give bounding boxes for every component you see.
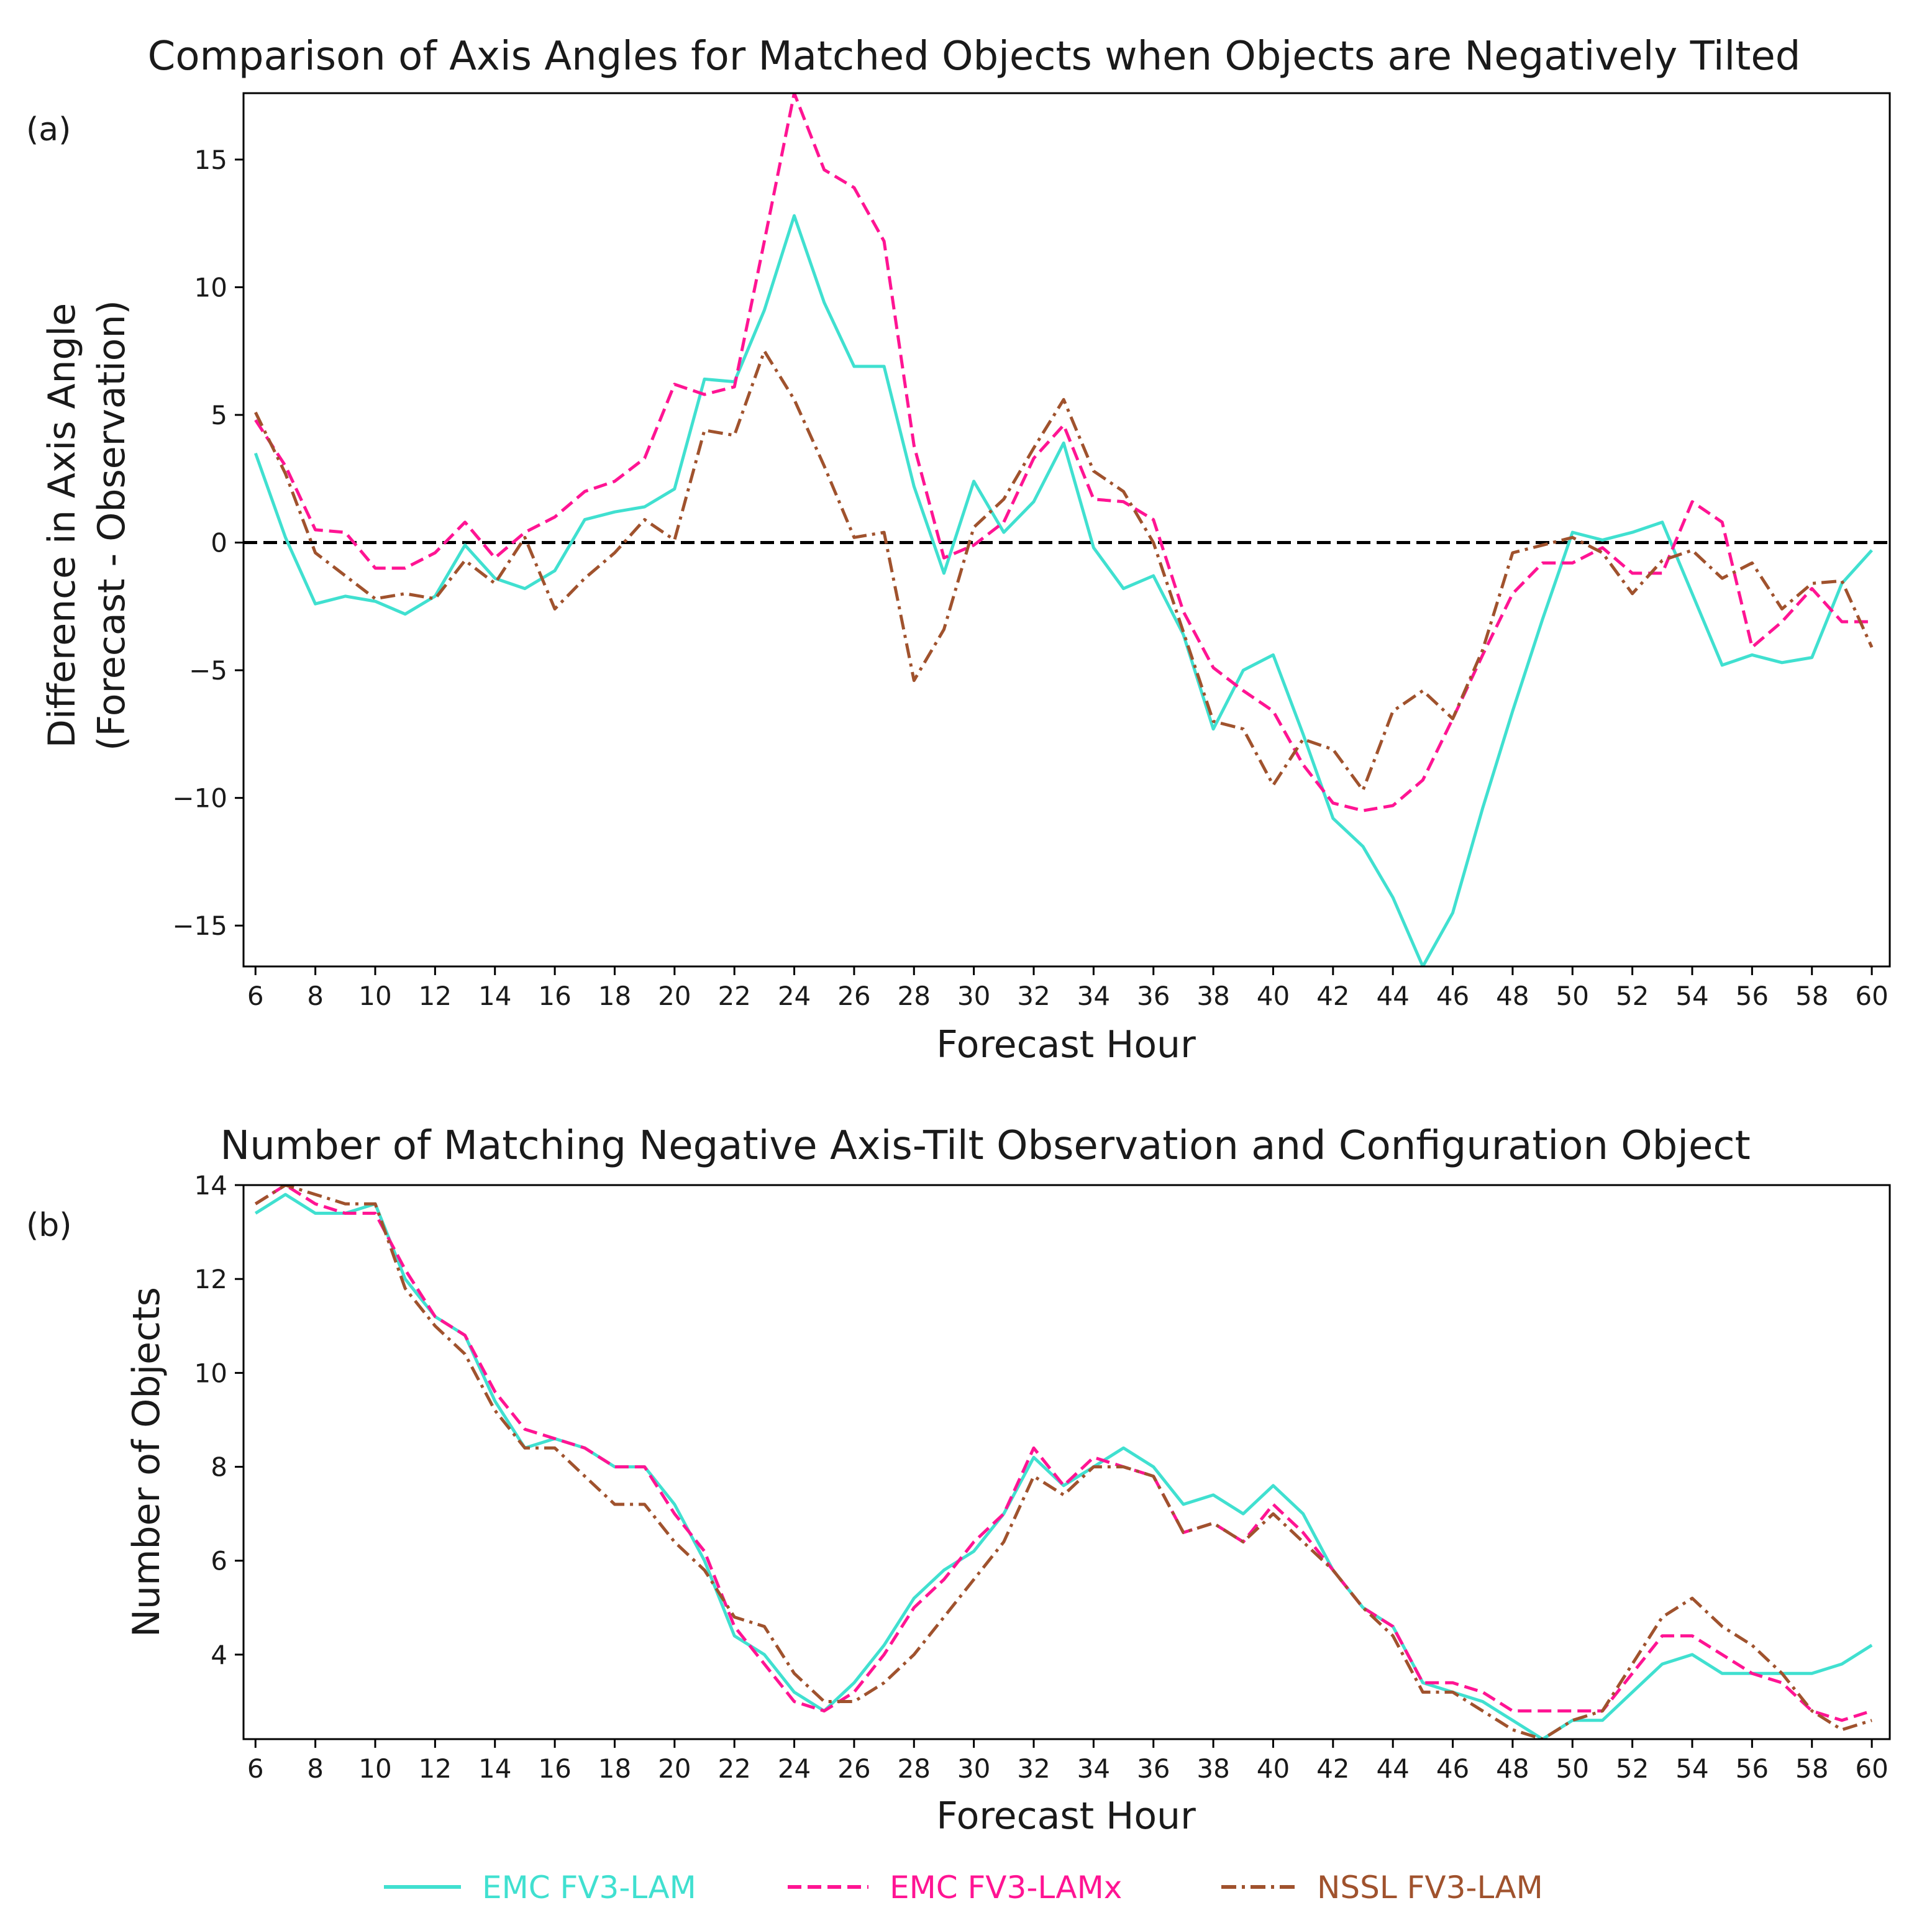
chart-b-ytick-label: 12	[194, 1264, 227, 1294]
chart-b-xtick-label: 38	[1196, 1753, 1229, 1784]
chart-a-xtick-label: 38	[1196, 981, 1229, 1011]
chart-a-xtick-label: 44	[1376, 981, 1409, 1011]
chart-a-xtick-label: 40	[1257, 981, 1290, 1011]
chart-b-xtick-label: 12	[419, 1753, 452, 1784]
chart-a-series-emc-fv3-lamx	[254, 93, 1872, 812]
chart-a-plot: 6 8 10 12 14 16 18 20 22 24 26 28 30 32 34 36 38 40 42 44 46…	[172, 92, 1891, 1011]
chart-a-xtick-label: 28	[898, 981, 931, 1011]
chart-a-title: Comparison of Axis Angles for Matched Ob…	[148, 34, 1801, 80]
legend-label-nssl-fv3-lam: NSSL FV3-LAM	[1317, 1870, 1543, 1906]
chart-b-xtick-label: 28	[898, 1753, 931, 1784]
chart-b-ytick-label: 14	[194, 1170, 227, 1201]
chart-b-xtick-label: 46	[1436, 1753, 1469, 1784]
chart-b-xtick-label: 50	[1556, 1753, 1589, 1784]
chart-a-xtick-label: 42	[1316, 981, 1349, 1011]
chart-a-ytick-label: 15	[194, 145, 227, 175]
chart-b-ytick-label: 6	[211, 1546, 227, 1576]
chart-b-xtick-label: 40	[1257, 1753, 1290, 1784]
chart-b-title: Number of Matching Negative Axis-Tilt Ob…	[220, 1123, 1750, 1169]
chart-a-xlabel: Forecast Hour	[936, 1023, 1196, 1066]
chart-a-xtick-label: 8	[307, 981, 324, 1011]
chart-a-xtick-label: 32	[1017, 981, 1050, 1011]
chart-a-xtick-label: 34	[1077, 981, 1110, 1011]
chart-a-xtick-label: 20	[658, 981, 691, 1011]
chart-b-xtick-label: 26	[837, 1753, 870, 1784]
chart-a-xtick-label: 36	[1137, 981, 1170, 1011]
chart-a-ylabel-line1: Difference in Axis Angle	[40, 303, 84, 748]
chart-a-panel-label: (a)	[26, 111, 71, 148]
chart-b-xtick-label: 14	[478, 1753, 511, 1784]
chart-a-ytick-label: 5	[211, 400, 227, 430]
chart-a-ytick-label: 10	[194, 272, 227, 302]
chart-a-xtick-label: 46	[1436, 981, 1469, 1011]
chart-a-xtick-label: 10	[358, 981, 391, 1011]
chart-a-xtick-label: 12	[419, 981, 452, 1011]
chart-b-xtick-label: 48	[1496, 1753, 1529, 1784]
chart-b-xtick-label: 44	[1376, 1753, 1409, 1784]
chart-a-xtick-label: 18	[598, 981, 631, 1011]
legend-label-emc-fv3-lamx: EMC FV3-LAMx	[890, 1870, 1122, 1906]
chart-a-xtick-label: 14	[478, 981, 511, 1011]
chart-a-xtick-label: 48	[1496, 981, 1529, 1011]
legend: EMC FV3-LAM EMC FV3-LAMx NSSL FV3-LAM	[384, 1870, 1543, 1906]
chart-b-xtick-label: 52	[1616, 1753, 1649, 1784]
chart-b-xtick-label: 56	[1736, 1753, 1769, 1784]
chart-a-frame	[242, 92, 1891, 968]
chart-a-xtick-label: 30	[957, 981, 990, 1011]
chart-a-ytick-label: −5	[189, 655, 227, 686]
chart-b-xtick-label: 36	[1137, 1753, 1170, 1784]
chart-a-xtick-label: 54	[1675, 981, 1708, 1011]
chart-b-xtick-label: 60	[1855, 1753, 1888, 1784]
chart-b-xtick-label: 20	[658, 1753, 691, 1784]
chart-a-xtick-label: 60	[1855, 981, 1888, 1011]
chart-a-xtick-label: 22	[718, 981, 750, 1011]
chart-b-xlabel: Forecast Hour	[936, 1794, 1196, 1838]
chart-a-xtick-label: 50	[1556, 981, 1589, 1011]
chart-a-xtick-label: 24	[778, 981, 811, 1011]
chart-a-ytick-label: −15	[172, 911, 227, 941]
chart-b-xtick-label: 30	[957, 1753, 990, 1784]
chart-b-xtick-label: 54	[1675, 1753, 1708, 1784]
chart-b-xtick-label: 10	[358, 1753, 391, 1784]
chart-b-panel-label: (b)	[26, 1207, 72, 1244]
chart-a-ytick-label: 0	[211, 528, 227, 558]
chart-b-series-nssl-fv3-lam	[254, 1185, 1872, 1739]
chart-b-plot: 6 8 10 12 14 16 18 20 22 24 26 28 30 32 34 36 38 40 42 44 46…	[194, 1170, 1891, 1784]
chart-b-ytick-label: 10	[194, 1358, 227, 1388]
chart-a-ytick-label: −10	[172, 783, 227, 814]
chart-b-xtick-label: 32	[1017, 1753, 1050, 1784]
legend-label-emc-fv3-lam: EMC FV3-LAM	[482, 1870, 696, 1906]
chart-a-xtick-label: 16	[538, 981, 571, 1011]
chart-b-ylabel: Number of Objects	[125, 1287, 168, 1637]
chart-b-xtick-label: 58	[1795, 1753, 1828, 1784]
chart-b-xtick-label: 18	[598, 1753, 631, 1784]
chart-b-ytick-label: 8	[211, 1452, 227, 1483]
chart-b-xtick-label: 22	[718, 1753, 750, 1784]
chart-b-ytick-label: 4	[211, 1640, 227, 1670]
chart-b-xtick-label: 6	[247, 1753, 264, 1784]
chart-b-xtick-label: 34	[1077, 1753, 1110, 1784]
chart-b-xtick-label: 16	[538, 1753, 571, 1784]
chart-a-xtick-label: 52	[1616, 981, 1649, 1011]
chart-b-frame	[242, 1184, 1891, 1740]
chart-a-xtick-label: 6	[247, 981, 264, 1011]
chart-a-series-emc-fv3-lam	[253, 214, 1873, 966]
chart-b-xtick-label: 42	[1316, 1753, 1349, 1784]
chart-b-xtick-label: 24	[778, 1753, 811, 1784]
chart-a-series-nssl-fv3-lam	[254, 349, 1874, 792]
chart-a-xtick-label: 56	[1736, 981, 1769, 1011]
chart-a-ylabel-line2: (Forecast - Observation)	[90, 300, 134, 751]
chart-a-xtick-label: 58	[1795, 981, 1828, 1011]
chart-a-xtick-label: 26	[837, 981, 870, 1011]
chart-b-xtick-label: 8	[307, 1753, 324, 1784]
